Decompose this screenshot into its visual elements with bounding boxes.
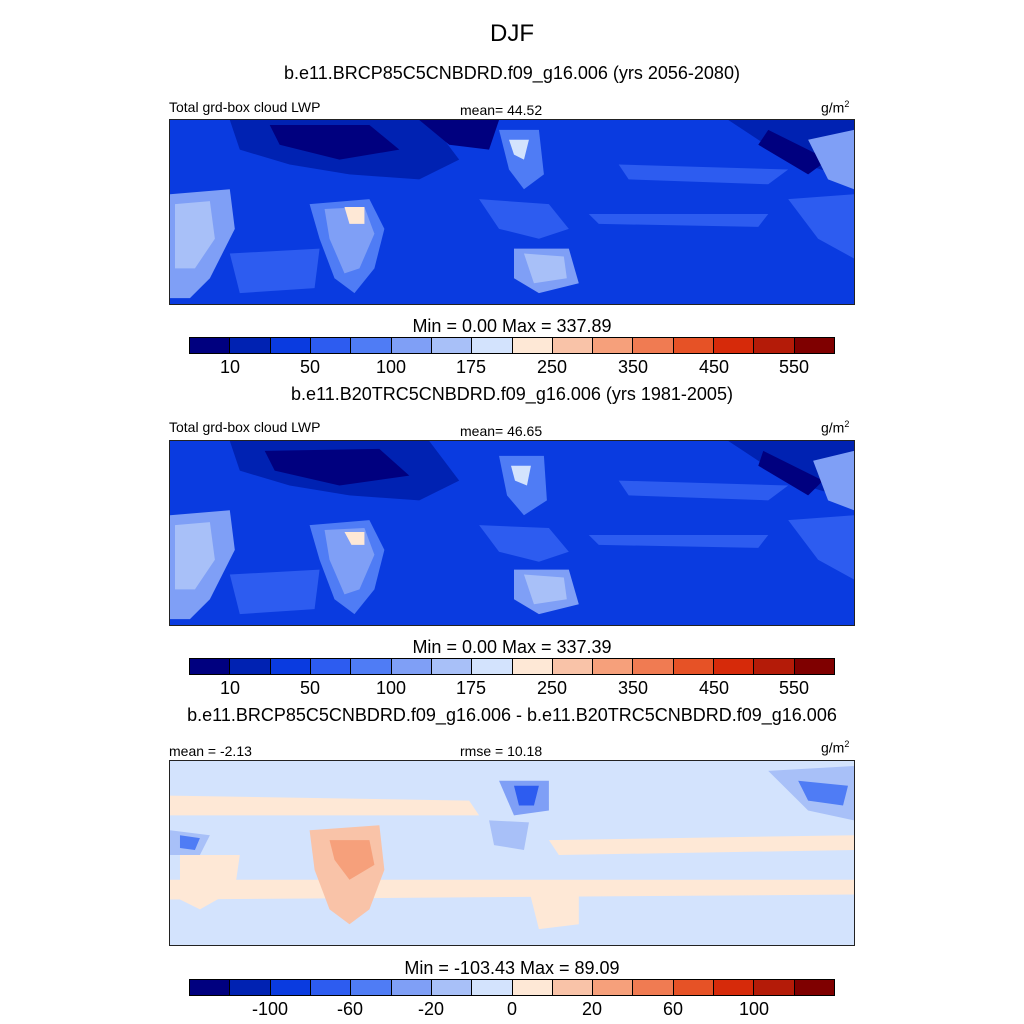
colorbar-swatch [431, 338, 473, 353]
panel2-tick: 50 [299, 678, 321, 698]
panel2-tick: 175 [455, 678, 487, 698]
panel2-minmax: Min = 0.00 Max = 337.39 [412, 637, 612, 657]
colorbar-swatch [270, 980, 311, 995]
colorbar-swatch [593, 338, 634, 353]
panel3-subtitle: b.e11.BRCP85C5CNBDRD.f09_g16.006 - b.e11… [187, 705, 837, 725]
panel3-tick: 100 [738, 999, 770, 1019]
colorbar-swatch [270, 338, 311, 353]
colorbar-swatch [351, 659, 392, 674]
panel1-mean-label: mean= 44.52 [460, 102, 543, 118]
colorbar-swatch [552, 980, 594, 995]
panel1-tick: 10 [219, 357, 241, 377]
panel2-tick: 250 [536, 678, 568, 698]
panel2-mean-label: mean= 46.65 [460, 423, 543, 439]
panel3-tick: -100 [251, 999, 289, 1019]
panel2-subtitle: b.e11.B20TRC5CNBDRD.f09_g16.006 (yrs 198… [291, 384, 733, 404]
colorbar-swatch [431, 659, 473, 674]
panel1-tick: 550 [778, 357, 810, 377]
colorbar-swatch [673, 659, 715, 674]
panel1-units: g/m2 [821, 99, 850, 116]
colorbar-swatch [794, 980, 834, 995]
colorbar-swatch [190, 338, 231, 353]
panel2-units: g/m2 [821, 419, 850, 436]
colorbar-swatch [714, 659, 755, 674]
colorbar-swatch [754, 338, 795, 353]
colorbar-swatch [270, 659, 311, 674]
colorbar-swatch [794, 338, 834, 353]
colorbar-swatch [351, 338, 392, 353]
panel2-tick: 100 [375, 678, 407, 698]
colorbar-swatch [593, 980, 634, 995]
colorbar-swatch [593, 659, 634, 674]
colorbar-swatch [230, 338, 271, 353]
panel3-tick: 60 [662, 999, 684, 1019]
panel3-mean-label: mean = -2.13 [169, 743, 252, 759]
panel2-map [169, 440, 855, 626]
panel1-tick: 350 [617, 357, 649, 377]
panel2-tick: 550 [778, 678, 810, 698]
panel3-map [169, 760, 855, 946]
colorbar-swatch [190, 659, 231, 674]
main-title: DJF [490, 20, 534, 47]
panel2-colorbar [189, 658, 835, 675]
colorbar-swatch [472, 338, 513, 353]
panel3-tick: -20 [417, 999, 445, 1019]
colorbar-swatch [794, 659, 834, 674]
colorbar-swatch [714, 980, 755, 995]
panel1-tick: 450 [698, 357, 730, 377]
panel2-tick: 450 [698, 678, 730, 698]
panel1-colorbar [189, 337, 835, 354]
colorbar-swatch [310, 659, 352, 674]
colorbar-swatch [512, 980, 553, 995]
colorbar-swatch [673, 980, 715, 995]
panel1-subtitle: b.e11.BRCP85C5CNBDRD.f09_g16.006 (yrs 20… [284, 63, 740, 83]
colorbar-swatch [552, 338, 594, 353]
colorbar-swatch [190, 980, 231, 995]
colorbar-swatch [512, 338, 553, 353]
panel3-minmax: Min = -103.43 Max = 89.09 [404, 958, 620, 978]
panel3-rmse-label: rmse = 10.18 [460, 743, 543, 759]
colorbar-swatch [754, 659, 795, 674]
colorbar-swatch [472, 659, 513, 674]
panel1-tick: 100 [375, 357, 407, 377]
colorbar-swatch [472, 980, 513, 995]
colorbar-swatch [310, 980, 352, 995]
panel2-variable-label: Total grd-box cloud LWP [169, 419, 321, 435]
panel3-tick: 20 [581, 999, 603, 1019]
colorbar-swatch [512, 659, 553, 674]
colorbar-swatch [633, 338, 674, 353]
panel2-tick: 10 [219, 678, 241, 698]
panel3-tick: 0 [506, 999, 518, 1019]
panel2-tick: 350 [617, 678, 649, 698]
colorbar-swatch [391, 659, 432, 674]
colorbar-swatch [310, 338, 352, 353]
panel1-minmax: Min = 0.00 Max = 337.89 [412, 316, 612, 336]
colorbar-swatch [754, 980, 795, 995]
colorbar-swatch [391, 980, 432, 995]
colorbar-swatch [633, 659, 674, 674]
panel1-tick: 175 [455, 357, 487, 377]
colorbar-swatch [673, 338, 715, 353]
panel1-variable-label: Total grd-box cloud LWP [169, 99, 321, 115]
colorbar-swatch [714, 338, 755, 353]
colorbar-swatch [431, 980, 473, 995]
panel3-tick: -60 [336, 999, 364, 1019]
colorbar-swatch [391, 338, 432, 353]
colorbar-swatch [552, 659, 594, 674]
colorbar-swatch [351, 980, 392, 995]
panel1-tick: 250 [536, 357, 568, 377]
panel1-map [169, 119, 855, 305]
panel3-units: g/m2 [821, 739, 850, 756]
colorbar-swatch [230, 980, 271, 995]
colorbar-swatch [633, 980, 674, 995]
colorbar-swatch [230, 659, 271, 674]
panel3-colorbar [189, 979, 835, 996]
panel1-tick: 50 [299, 357, 321, 377]
